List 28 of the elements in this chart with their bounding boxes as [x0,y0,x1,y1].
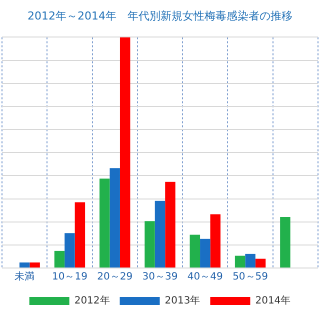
bar [234,256,246,268]
x-tick-label: 20～29 [97,272,133,283]
bar [74,202,86,268]
bar [120,37,130,268]
bar [154,200,166,268]
x-tick-label: 30～39 [142,272,178,283]
bar [165,182,176,268]
bar [64,233,75,268]
x-tick-label: 40～49 [187,272,223,283]
bar [54,250,65,268]
bar [19,262,30,268]
bar [280,216,290,268]
bar [144,221,155,268]
bar [210,214,220,268]
bar [245,254,256,268]
bar [255,258,266,268]
legend-label: 2012年 [74,294,110,307]
legend-label: 2014年 [255,294,291,307]
x-tick-label: 未満 [14,270,35,283]
x-tick-label: 10～19 [52,272,88,283]
x-tick-label: 50～59 [232,272,268,283]
legend-label: 2013年 [164,294,200,307]
bar [100,178,110,268]
chart-title: 2012年～2014年 年代別新規女性梅毒感染者の推移 [28,9,292,22]
bar [30,262,40,268]
bar [110,168,120,268]
bar [200,238,210,268]
bar [190,234,200,268]
